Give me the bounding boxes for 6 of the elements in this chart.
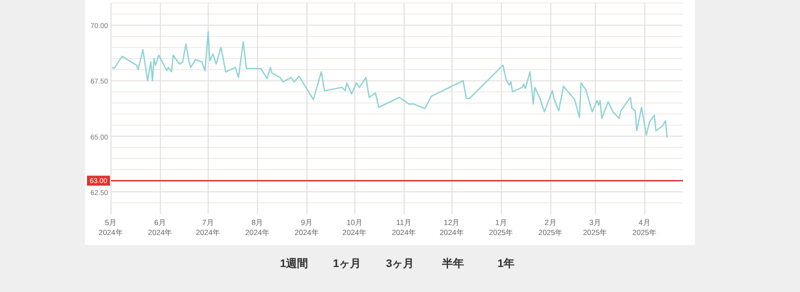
text: 半年: [441, 257, 464, 270]
line-series: [112, 31, 668, 138]
text: 3ヶ月: [386, 258, 414, 270]
text: 1ヶ月: [332, 258, 362, 270]
text: 1週間: [280, 257, 308, 270]
text: 1年: [497, 257, 515, 270]
